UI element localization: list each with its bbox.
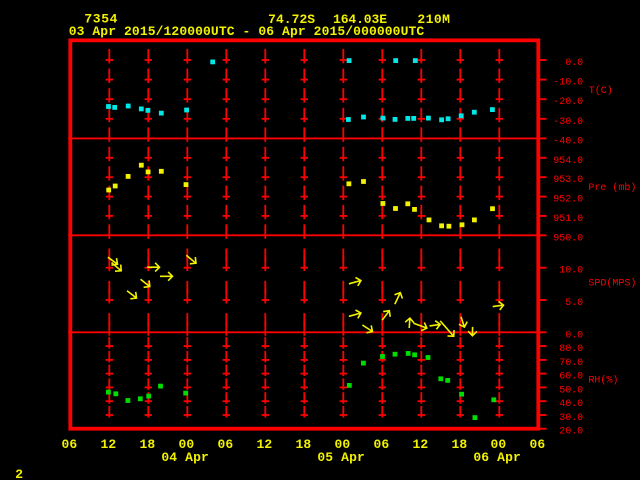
svg-text:04 Apr: 04 Apr (161, 450, 209, 465)
svg-text:2: 2 (15, 467, 23, 480)
svg-text:20.0: 20.0 (559, 427, 583, 438)
svg-text:30.0: 30.0 (559, 413, 583, 424)
svg-text:-20.0: -20.0 (553, 97, 583, 108)
svg-text:05 Apr: 05 Apr (317, 450, 365, 465)
svg-text:Pre (mb): Pre (mb) (588, 182, 636, 194)
svg-text:-30.0: -30.0 (553, 117, 583, 128)
svg-text:18: 18 (451, 437, 467, 452)
svg-text:SPD(MPS): SPD(MPS) (588, 278, 636, 290)
svg-text:12: 12 (100, 437, 116, 452)
svg-text:60.0: 60.0 (559, 372, 583, 383)
svg-text:00: 00 (334, 437, 350, 452)
svg-text:951.0: 951.0 (553, 214, 583, 225)
svg-text:953.0: 953.0 (553, 175, 583, 186)
svg-text:-40.0: -40.0 (553, 136, 583, 147)
svg-text:40.0: 40.0 (559, 399, 583, 410)
svg-text:18: 18 (295, 437, 311, 452)
svg-text:-10.0: -10.0 (553, 78, 583, 89)
svg-text:954.0: 954.0 (553, 156, 583, 167)
svg-text:10.0: 10.0 (559, 266, 583, 277)
svg-text:06: 06 (61, 437, 77, 452)
svg-text:74.72S: 74.72S (268, 12, 315, 27)
svg-text:952.0: 952.0 (553, 195, 583, 206)
svg-text:03 Apr 2015/120000UTC - 06 Apr: 03 Apr 2015/120000UTC - 06 Apr 2015/0000… (69, 24, 425, 39)
svg-text:210M: 210M (417, 12, 450, 27)
svg-text:0.0: 0.0 (565, 330, 583, 341)
svg-text:T(C): T(C) (589, 85, 613, 97)
svg-text:06 Apr: 06 Apr (473, 450, 520, 465)
svg-text:12: 12 (412, 437, 428, 452)
svg-text:80.0: 80.0 (559, 344, 583, 355)
svg-text:0.0: 0.0 (565, 58, 583, 69)
svg-text:RH(%): RH(%) (588, 374, 618, 386)
svg-text:00: 00 (490, 437, 506, 452)
svg-text:164.03E: 164.03E (333, 12, 387, 27)
svg-text:06: 06 (217, 437, 233, 452)
svg-text:5.0: 5.0 (565, 298, 583, 309)
svg-text:06: 06 (373, 437, 389, 452)
svg-text:50.0: 50.0 (559, 385, 583, 396)
svg-text:70.0: 70.0 (559, 358, 583, 369)
svg-text:950.0: 950.0 (553, 233, 583, 244)
svg-text:00: 00 (178, 437, 194, 452)
svg-text:06: 06 (529, 437, 545, 452)
svg-text:12: 12 (256, 437, 272, 452)
svg-text:18: 18 (139, 437, 155, 452)
svg-text:7354: 7354 (84, 12, 117, 27)
